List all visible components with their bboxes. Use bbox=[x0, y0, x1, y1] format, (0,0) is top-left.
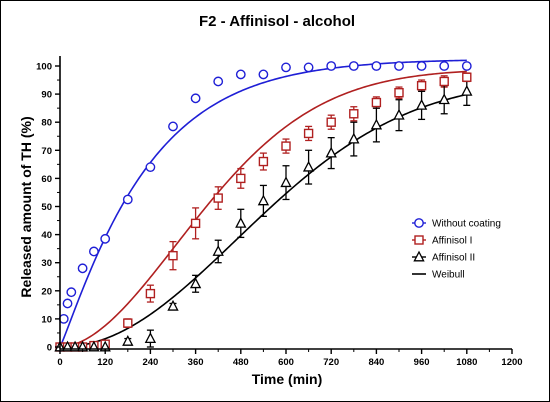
data-point-triangle bbox=[257, 194, 270, 206]
x-tick-label: 240 bbox=[142, 357, 158, 368]
legend-label: Weibull bbox=[432, 270, 465, 281]
data-point-circle bbox=[371, 61, 382, 71]
y-tick-label: 80 bbox=[41, 118, 52, 129]
data-point-triangle bbox=[189, 277, 202, 289]
data-point-triangle bbox=[370, 118, 383, 130]
y-tick-label: 90 bbox=[41, 90, 52, 101]
axes: 0 120 240 360 480 600 720 840 960 1080 1200 0 10 20 30… bbox=[36, 56, 523, 368]
y-tick-label: 70 bbox=[41, 146, 52, 157]
data-point-square bbox=[439, 76, 449, 87]
x-tick-label: 480 bbox=[233, 357, 249, 368]
data-point-circle bbox=[213, 76, 224, 87]
legend-label: Without coating bbox=[432, 219, 501, 230]
data-point-triangle bbox=[122, 334, 134, 346]
data-point-square bbox=[371, 97, 382, 108]
y-tick-label: 40 bbox=[41, 230, 52, 241]
data-point-square bbox=[416, 80, 427, 91]
data-point-triangle bbox=[144, 332, 157, 344]
data-point-triangle bbox=[393, 108, 405, 120]
data-point-circle bbox=[303, 62, 314, 73]
legend-triangle-symbol bbox=[413, 250, 425, 262]
y-tick-label: 100 bbox=[36, 62, 52, 73]
weibull-fit-curve bbox=[59, 93, 467, 348]
y-axis-label: Released amount of TH (%) bbox=[18, 116, 34, 297]
y-tick-label: 0 bbox=[47, 343, 52, 354]
weibull-fit-curve bbox=[59, 70, 467, 348]
legend-item: Affinisol I bbox=[412, 235, 472, 247]
data-point-square bbox=[326, 117, 336, 127]
data-point-circle bbox=[439, 61, 450, 71]
x-tick-label: 1080 bbox=[456, 357, 477, 368]
y-tick-label: 60 bbox=[41, 174, 52, 185]
data-point-circle bbox=[62, 298, 73, 309]
data-point-circle bbox=[100, 233, 111, 244]
chart-title: F2 - Affinisol - alcohol bbox=[199, 13, 355, 30]
data-point-circle bbox=[89, 246, 99, 257]
data-point-circle bbox=[77, 263, 88, 274]
data-point-square bbox=[462, 72, 472, 82]
data-point-circle bbox=[145, 162, 156, 173]
data-point-circle bbox=[122, 194, 133, 205]
data-point-triangle bbox=[415, 98, 428, 110]
x-tick-label: 360 bbox=[188, 357, 204, 368]
data-point-square bbox=[168, 250, 178, 261]
x-tick-label: 720 bbox=[323, 357, 339, 368]
data-point-circle bbox=[66, 287, 77, 298]
data-point-circle bbox=[58, 313, 69, 324]
x-tick-label: 0 bbox=[57, 357, 62, 368]
data-point-square bbox=[123, 318, 133, 328]
data-point-triangle bbox=[235, 216, 247, 228]
data-point-square bbox=[190, 218, 201, 229]
legend-square-symbol bbox=[414, 235, 424, 245]
data-point-triangle bbox=[438, 93, 450, 105]
legend-item: Without coating bbox=[412, 218, 501, 230]
data-point-circle bbox=[461, 61, 472, 71]
data-point-circle bbox=[416, 61, 427, 71]
data-point-triangle bbox=[302, 160, 315, 172]
y-tick-label: 50 bbox=[41, 202, 52, 213]
data-point-triangle bbox=[325, 146, 337, 158]
x-tick-label: 1200 bbox=[501, 357, 522, 368]
x-axis-label: Time (min) bbox=[252, 371, 323, 387]
data-point-square bbox=[145, 288, 156, 299]
data-point-circle bbox=[348, 61, 359, 71]
y-tick-label: 20 bbox=[41, 286, 52, 297]
data-point-triangle bbox=[167, 299, 179, 311]
legend-item: Weibull bbox=[412, 270, 465, 281]
data-point-triangle bbox=[348, 132, 360, 144]
error-bars bbox=[90, 72, 471, 348]
x-tick-label: 960 bbox=[414, 357, 430, 368]
data-point-circle bbox=[326, 61, 337, 71]
data-point-square bbox=[236, 173, 246, 184]
data-point-square bbox=[394, 87, 404, 98]
data-point-circle bbox=[235, 69, 246, 80]
data-point-square bbox=[213, 193, 223, 203]
data-point-circle bbox=[258, 69, 269, 80]
x-tick-label: 840 bbox=[368, 357, 384, 368]
legend-item: Affinisol II bbox=[412, 250, 475, 264]
y-tick-label: 10 bbox=[41, 314, 52, 325]
data-point-square bbox=[303, 128, 314, 139]
data-point-circle bbox=[281, 62, 291, 73]
data-point-circle bbox=[394, 61, 404, 71]
legend: Without coating Affinisol I Affinisol II We… bbox=[412, 218, 501, 281]
data-point-square bbox=[349, 109, 359, 119]
x-tick-label: 600 bbox=[278, 357, 294, 368]
y-tick-label: 30 bbox=[41, 258, 52, 269]
data-point-triangle bbox=[212, 245, 224, 256]
data-point-circle bbox=[190, 93, 201, 104]
legend-circle-symbol bbox=[414, 218, 424, 228]
legend-label: Affinisol II bbox=[432, 253, 475, 264]
data-point-square bbox=[258, 156, 269, 167]
data-point-triangle bbox=[461, 84, 473, 96]
legend-label: Affinisol I bbox=[432, 236, 472, 247]
data-point-triangle bbox=[280, 176, 292, 188]
data-point-square bbox=[281, 141, 291, 151]
x-tick-label: 120 bbox=[97, 357, 113, 368]
data-point-circle bbox=[168, 121, 178, 132]
